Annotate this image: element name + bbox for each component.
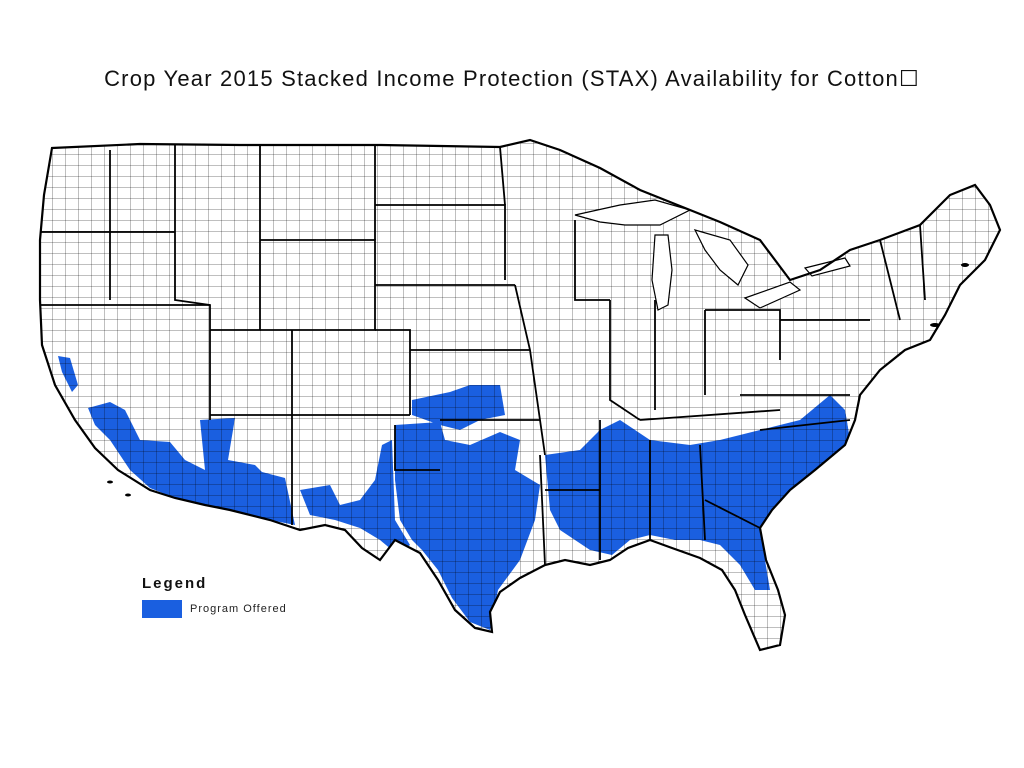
island	[125, 493, 131, 497]
state-line	[574, 220, 610, 301]
state-line	[174, 145, 211, 420]
lake-huron	[693, 229, 749, 286]
state-line	[539, 454, 546, 566]
island	[107, 480, 113, 484]
state-line	[639, 409, 781, 421]
state-line	[375, 329, 411, 415]
lake-erie	[743, 281, 802, 309]
state-line	[514, 284, 546, 456]
legend-title: Legend	[142, 575, 208, 592]
state-line	[705, 309, 781, 360]
state-line	[699, 444, 706, 541]
state-line	[499, 146, 506, 206]
state-line	[609, 300, 641, 421]
state-line	[704, 499, 761, 529]
map-title: Crop Year 2015 Stacked Income Protection…	[104, 66, 920, 91]
legend-item-program-offered: Program Offered	[142, 600, 287, 618]
lake-superior	[574, 199, 692, 226]
island	[961, 263, 969, 267]
state-line	[919, 224, 926, 301]
state-line	[394, 425, 440, 471]
legend: Legend Program Offered	[142, 575, 287, 618]
us-outline	[38, 138, 1002, 652]
coastal-islands	[107, 263, 969, 497]
legend-swatch	[142, 600, 182, 618]
state-line	[759, 419, 851, 431]
state-boundaries	[40, 145, 926, 566]
lake-michigan	[651, 234, 673, 311]
state-line	[879, 239, 901, 321]
legend-label: Program Offered	[190, 603, 287, 615]
island	[930, 323, 940, 327]
